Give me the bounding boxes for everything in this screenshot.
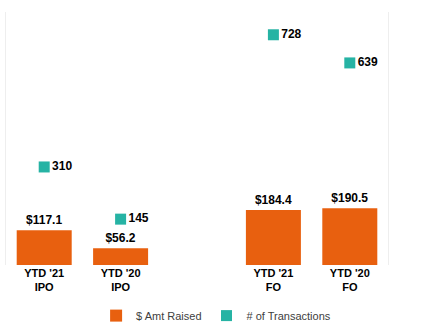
svg-text:$56.2: $56.2 xyxy=(105,231,135,245)
svg-text:$117.1: $117.1 xyxy=(26,213,62,227)
svg-text:$ Amt Raised: $ Amt Raised xyxy=(136,310,201,322)
svg-text:YTD '21IPO: YTD '21IPO xyxy=(24,267,64,293)
svg-text:$190.5: $190.5 xyxy=(331,191,368,205)
svg-text:$184.4: $184.4 xyxy=(255,193,292,207)
svg-text:# of Transactions: # of Transactions xyxy=(247,310,331,322)
svg-text:YTD '20FO: YTD '20FO xyxy=(330,267,370,293)
svg-text:YTD '20IPO: YTD '20IPO xyxy=(101,267,141,293)
svg-text:145: 145 xyxy=(128,211,148,225)
svg-text:728: 728 xyxy=(281,27,301,41)
svg-text:310: 310 xyxy=(52,159,72,173)
svg-text:YTD '21FO: YTD '21FO xyxy=(253,267,293,293)
svg-text:639: 639 xyxy=(358,55,378,69)
